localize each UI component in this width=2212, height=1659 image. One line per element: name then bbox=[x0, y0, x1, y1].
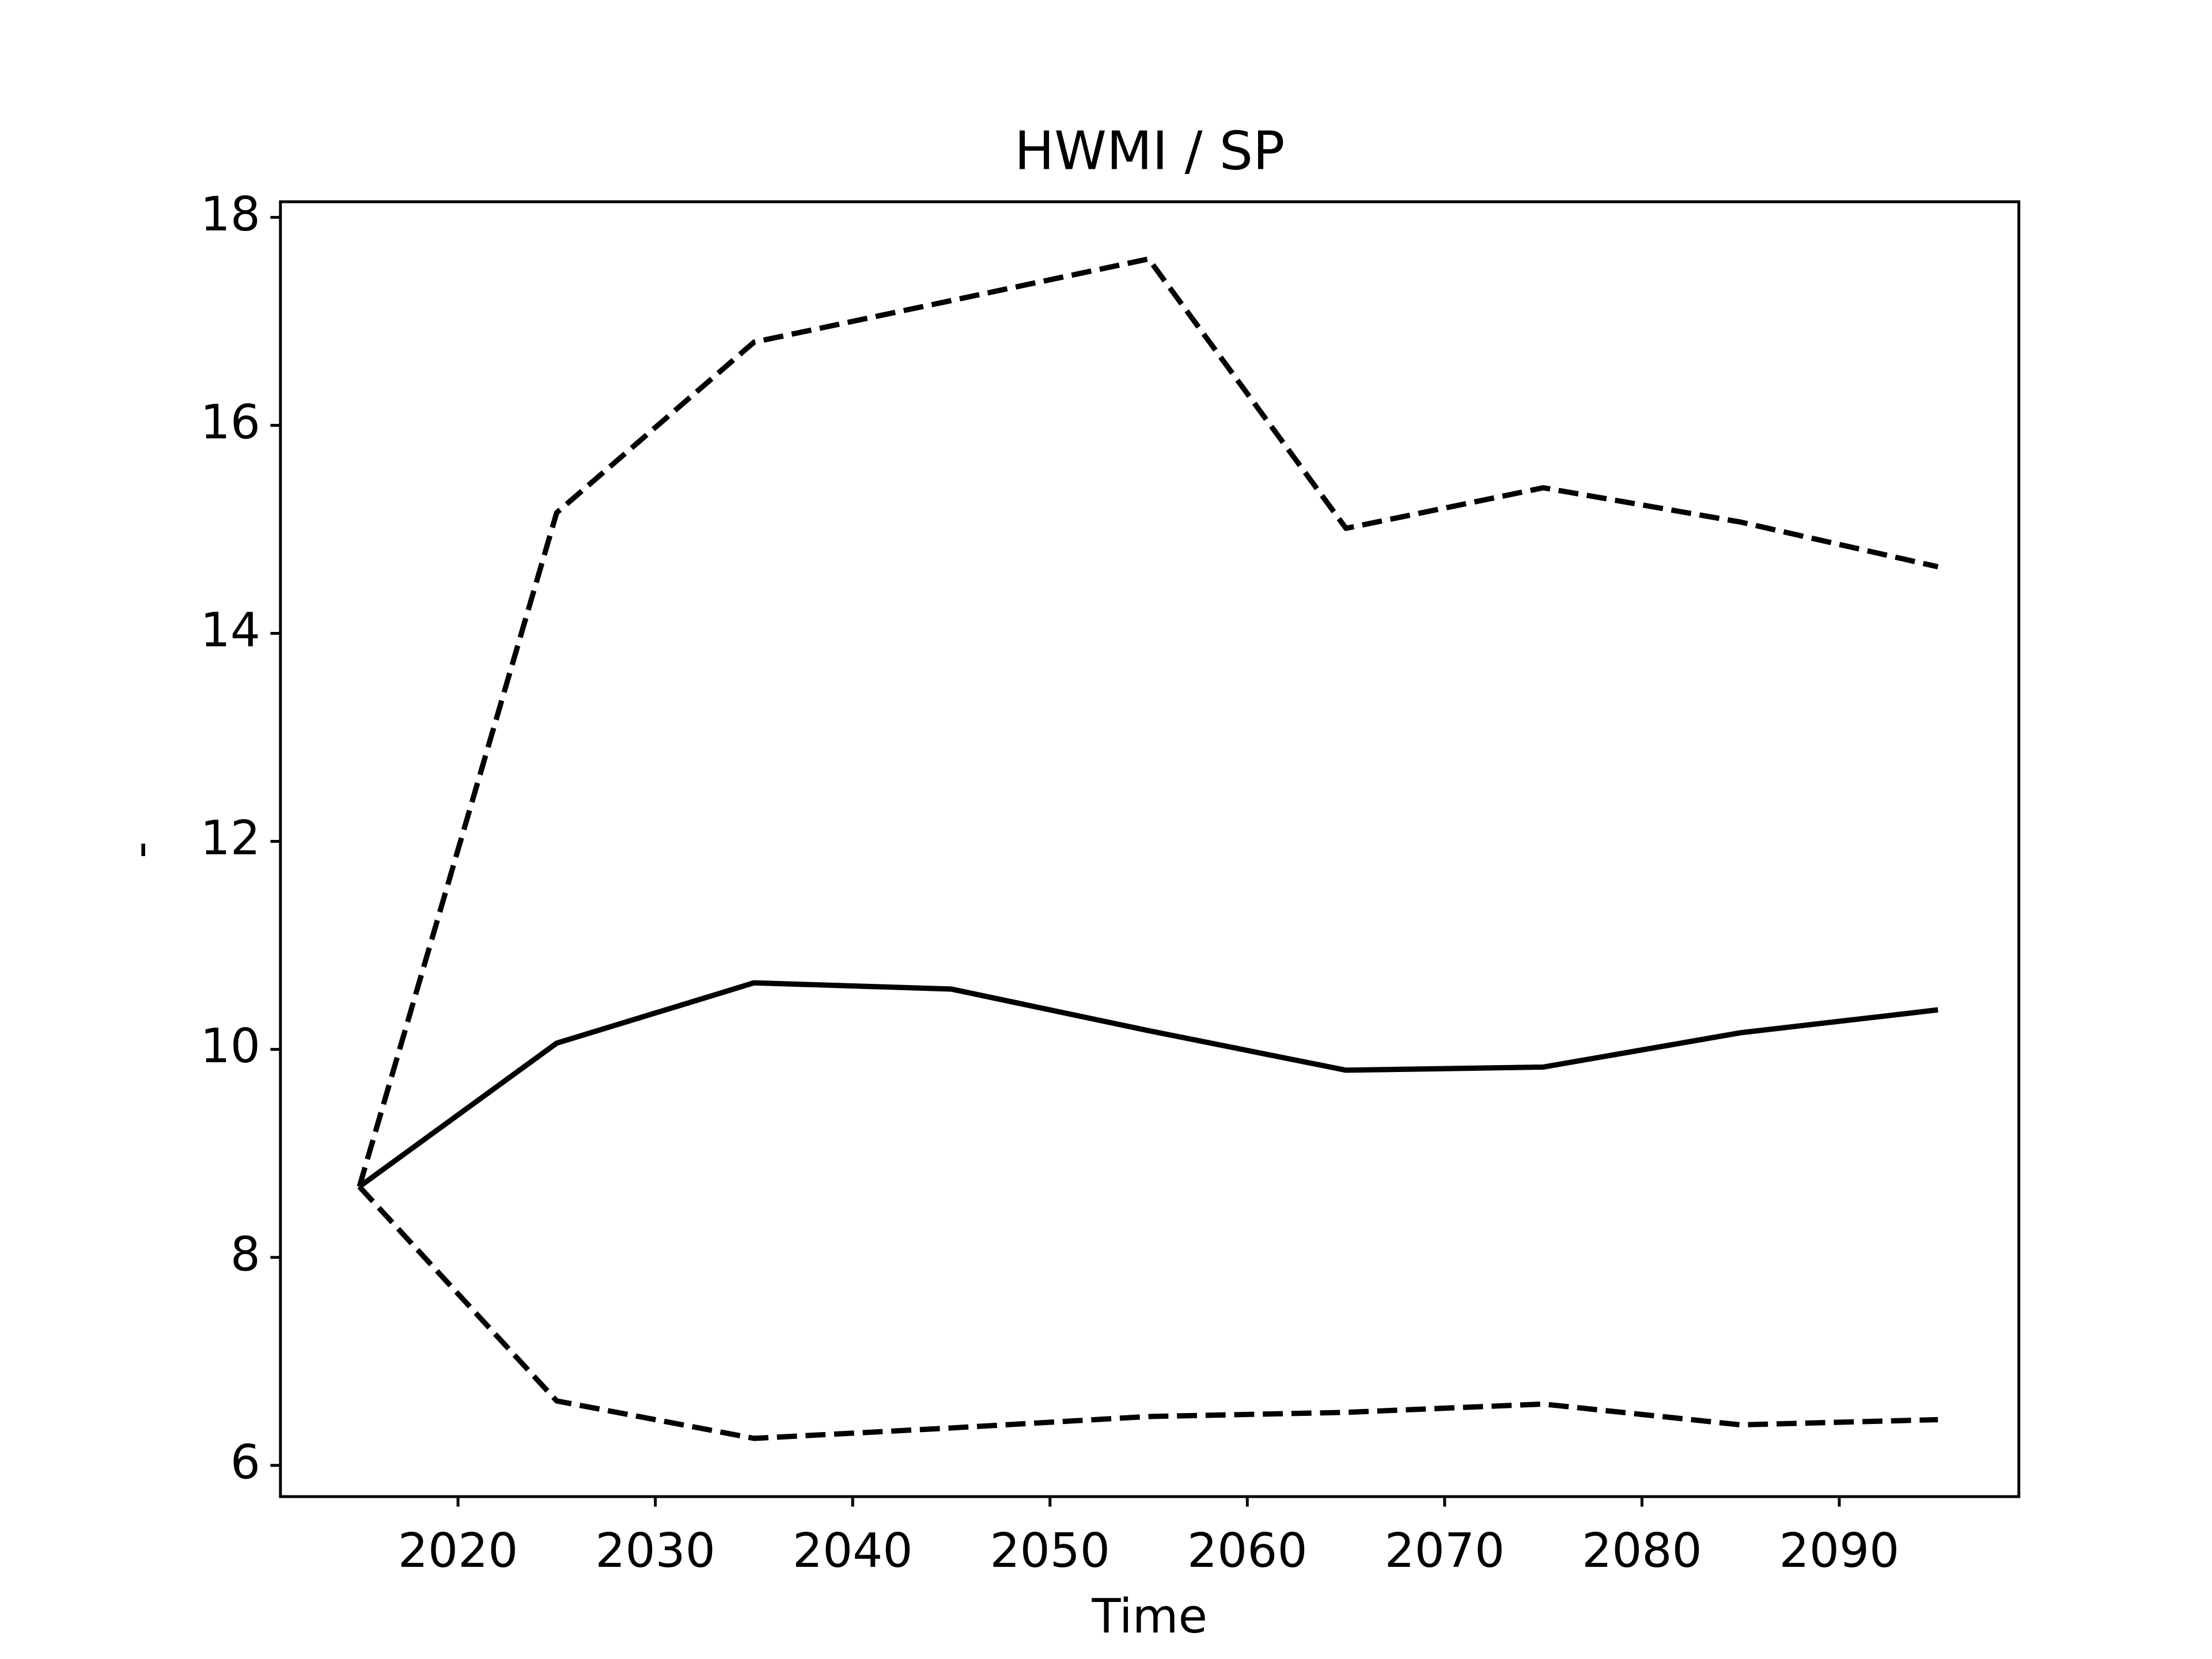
x-tick-label: 2050 bbox=[990, 1524, 1110, 1578]
x-axis-label: Time bbox=[1091, 1589, 1207, 1644]
y-tick-label: 6 bbox=[230, 1435, 260, 1490]
y-axis-label: - bbox=[113, 842, 168, 859]
x-tick-label: 2070 bbox=[1385, 1524, 1505, 1578]
y-tick-label: 18 bbox=[200, 187, 260, 242]
series-line bbox=[357, 1184, 1938, 1441]
series-line bbox=[357, 256, 1939, 1188]
x-tick-label: 2090 bbox=[1779, 1524, 1900, 1578]
y-tick-label: 16 bbox=[200, 395, 260, 450]
plot-frame bbox=[279, 200, 2021, 1498]
y-tick-label: 8 bbox=[230, 1227, 260, 1282]
x-tick-label: 2020 bbox=[398, 1524, 518, 1578]
x-tick-label: 2060 bbox=[1187, 1524, 1308, 1578]
x-tick-label: 2080 bbox=[1582, 1524, 1702, 1578]
x-tick-label: 2040 bbox=[793, 1524, 913, 1578]
series-line bbox=[358, 980, 1938, 1189]
y-tick-label: 14 bbox=[200, 603, 260, 658]
chart-title: HWMI / SP bbox=[1014, 120, 1285, 182]
y-tick-label: 10 bbox=[200, 1019, 260, 1074]
x-tick-label: 2030 bbox=[595, 1524, 715, 1578]
y-tick-label: 12 bbox=[200, 811, 260, 866]
